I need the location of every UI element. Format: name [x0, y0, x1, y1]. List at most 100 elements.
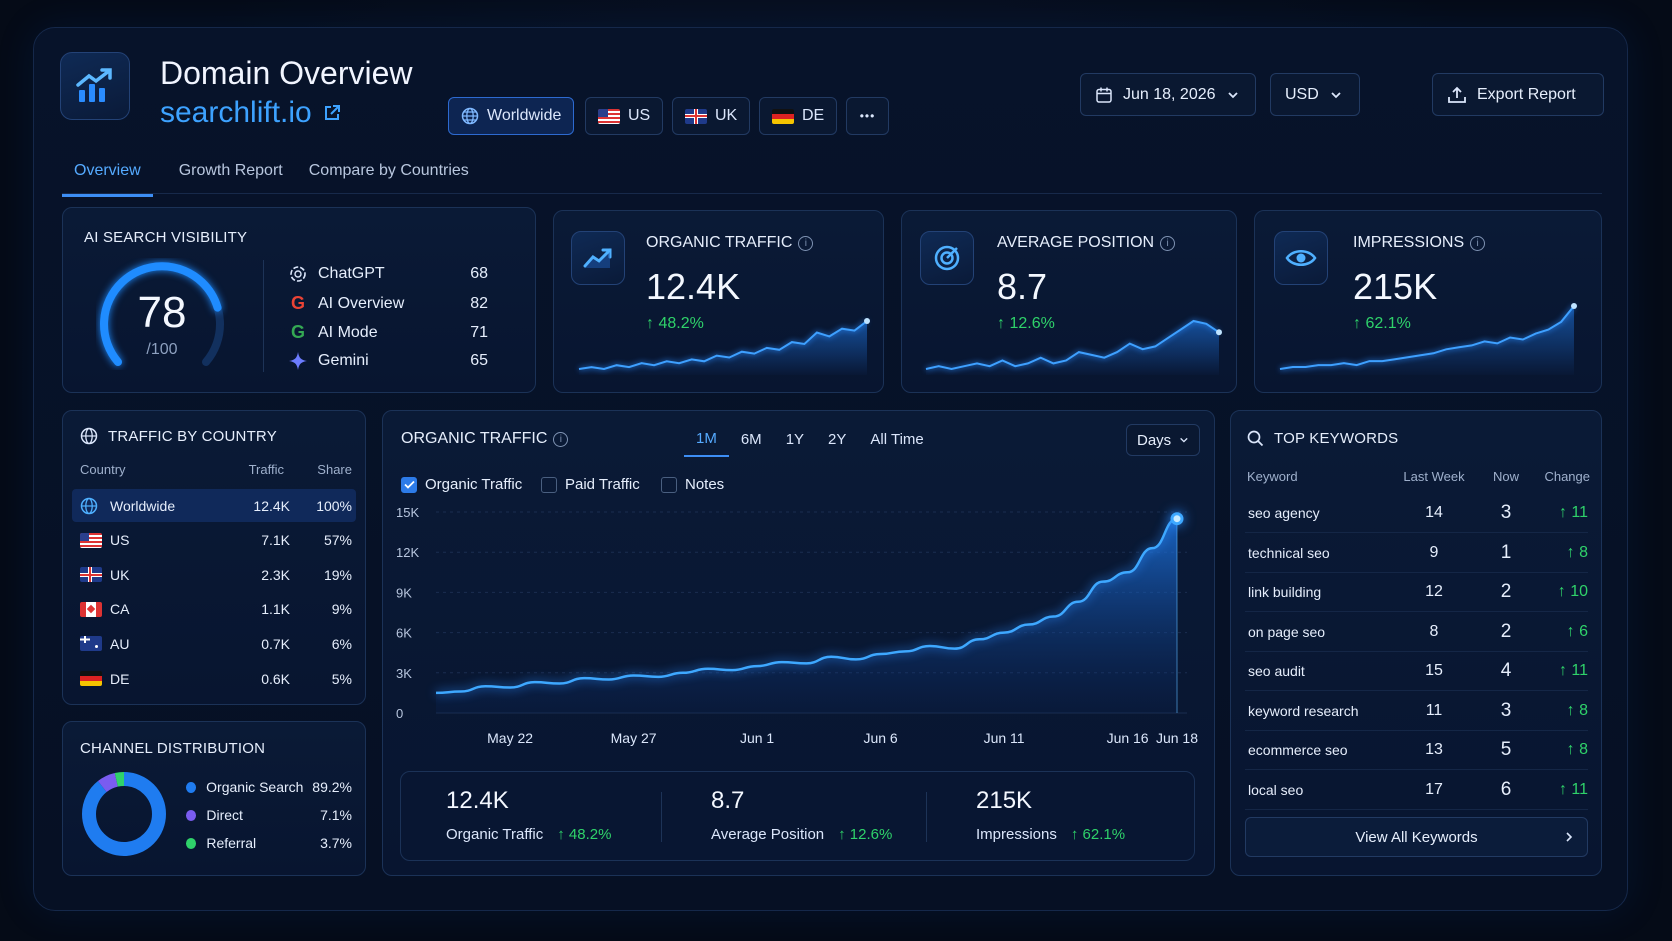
keyword-row[interactable]: on page seo 8 2 ↑ 6 — [1245, 613, 1588, 652]
channel-value: 3.7% — [320, 835, 353, 851]
keyword-change: ↑ 11 — [1558, 780, 1588, 798]
range-tab-2y[interactable]: 2Y — [828, 431, 847, 448]
tab-growth-report[interactable]: Growth Report — [178, 162, 283, 179]
country-name: Worldwide — [110, 497, 176, 514]
organic-traffic-value: 12.4K — [646, 266, 741, 307]
page-title: Domain Overview — [160, 55, 413, 91]
keyword-row[interactable]: seo agency 14 3 ↑ 11 — [1245, 494, 1588, 533]
currency-select[interactable]: USD — [1270, 73, 1360, 116]
channel-legend-item: Organic Search 89.2% — [186, 779, 352, 795]
channel-value: 89.2% — [312, 779, 352, 795]
search-icon — [1247, 430, 1264, 447]
region-worldwide[interactable]: Worldwide — [448, 97, 575, 135]
keyword-last-week: 14 — [1425, 504, 1443, 521]
range-tab-6m[interactable]: 6M — [740, 431, 762, 448]
export-report-button[interactable]: Export Report — [1432, 73, 1604, 116]
keyword-now: 2 — [1500, 581, 1512, 602]
tab-compare-by-countries[interactable]: Compare by Countries — [308, 162, 469, 179]
tab-overview[interactable]: Overview — [62, 158, 153, 197]
legend-notes[interactable]: Notes — [661, 476, 724, 493]
country-row-worldwide[interactable]: Worldwide 12.4K 100% — [72, 489, 356, 522]
summary-change: ↑ 12.6% — [838, 826, 893, 843]
keyword-now: 5 — [1500, 739, 1512, 760]
legend-paid-traffic[interactable]: Paid Traffic — [541, 476, 640, 493]
country-row-au[interactable]: AU 0.7K 6% — [72, 627, 356, 660]
sparkline-end-point — [1571, 303, 1577, 309]
country-share: 57% — [323, 532, 352, 549]
country-name: UK — [110, 566, 130, 583]
more-regions-button[interactable]: ••• — [846, 97, 889, 135]
trending-up-icon — [583, 248, 612, 268]
flag-worldwide-icon — [80, 497, 102, 515]
granularity-select[interactable]: Days — [1126, 424, 1200, 456]
region-us[interactable]: US — [585, 97, 664, 135]
date-picker[interactable]: Jun 18, 2026 — [1080, 73, 1256, 116]
range-tab-1m[interactable]: 1M — [684, 430, 729, 457]
impressions-value: 215K — [1353, 266, 1438, 307]
app-logo — [60, 52, 130, 120]
view-all-keywords-button[interactable]: View All Keywords — [1245, 817, 1588, 857]
last-data-point — [1170, 512, 1184, 526]
keyword-name: on page seo — [1248, 623, 1326, 640]
channel-distribution-title: CHANNEL DISTRIBUTION — [80, 740, 266, 757]
keyword-row[interactable]: technical seo 9 1 ↑ 8 — [1245, 534, 1588, 573]
keyword-row[interactable]: keyword research 11 3 ↑ 8 — [1245, 692, 1588, 731]
divider — [263, 260, 264, 372]
country-share: 19% — [323, 566, 352, 583]
country-name: DE — [110, 670, 130, 687]
summary-label: Impressions — [976, 826, 1057, 843]
country-traffic: 1.1K — [261, 601, 290, 618]
info-icon: i — [798, 235, 814, 251]
average-position-icon-box — [920, 231, 974, 285]
region-de[interactable]: DE — [759, 97, 838, 135]
keyword-now: 3 — [1500, 502, 1512, 523]
keyword-last-week: 12 — [1425, 583, 1443, 600]
country-share: 100% — [316, 497, 352, 514]
x-tick-label: Jun 11 — [984, 730, 1025, 746]
target-icon — [934, 245, 960, 271]
traffic-by-country-card — [62, 410, 366, 705]
keyword-row[interactable]: ecommerce seo 13 5 ↑ 8 — [1245, 731, 1588, 770]
keyword-now: 3 — [1500, 699, 1512, 721]
country-row-ca[interactable]: CA 1.1K 9% — [72, 593, 356, 626]
series-area-organic-traffic — [436, 518, 1177, 713]
range-tab-1y[interactable]: 1Y — [785, 431, 805, 448]
flag-us-icon — [80, 532, 102, 548]
top-keywords-title: TOP KEYWORDS — [1274, 430, 1399, 447]
ai-item-gemini: Gemini 65 — [288, 351, 488, 371]
flag-ca-icon — [80, 601, 102, 617]
domain-link[interactable]: searchlift.io — [160, 96, 342, 130]
range-selector: 1M 6M 1Y 2Y All Time — [684, 430, 936, 457]
country-row-uk[interactable]: UK 2.3K 19% — [72, 558, 356, 591]
x-tick-label: May 22 — [487, 730, 533, 746]
organic-traffic-change: ↑ 48.2% — [646, 315, 704, 332]
country-name: CA — [110, 601, 130, 618]
keyword-row[interactable]: seo audit 15 4 ↑ 11 — [1245, 652, 1588, 691]
ai-item-chatgpt: ChatGPT 68 — [288, 264, 488, 284]
visibility-score: 78 — [137, 288, 187, 337]
average-position-sparkline — [925, 319, 1222, 375]
trending-up-icon — [76, 68, 112, 102]
globe-icon — [461, 107, 479, 125]
keyword-row[interactable]: local seo 17 6 ↑ 11 — [1245, 771, 1588, 810]
country-row-us[interactable]: US 7.1K 57% — [72, 524, 356, 557]
external-link-icon — [324, 105, 340, 120]
keyword-last-week: 9 — [1429, 543, 1439, 561]
country-traffic: 0.7K — [261, 635, 290, 652]
range-tab-all-time[interactable]: All Time — [870, 431, 924, 448]
keyword-row[interactable]: link building 12 2 ↑ 10 — [1245, 573, 1588, 612]
sparkline-area — [926, 321, 1219, 375]
ai-item-ai-overview: G AI Overview 82 — [288, 293, 488, 314]
legend-organic-traffic[interactable]: Organic Traffic — [401, 476, 522, 493]
y-tick-label: 9K — [396, 585, 412, 600]
channel-donut-chart — [82, 772, 166, 856]
keyword-change: ↑ 11 — [1558, 662, 1588, 679]
region-uk[interactable]: UK — [672, 97, 751, 135]
visibility-gauge — [100, 262, 224, 366]
ai-item-ai-mode: G AI Mode 71 — [288, 322, 488, 343]
average-position-title: AVERAGE POSITION i — [997, 234, 1176, 252]
country-row-de[interactable]: DE 0.6K 5% — [72, 662, 356, 695]
y-tick-label: 12K — [396, 545, 419, 560]
x-tick-label: Jun 1 — [740, 730, 774, 746]
country-traffic: 2.3K — [261, 566, 290, 583]
